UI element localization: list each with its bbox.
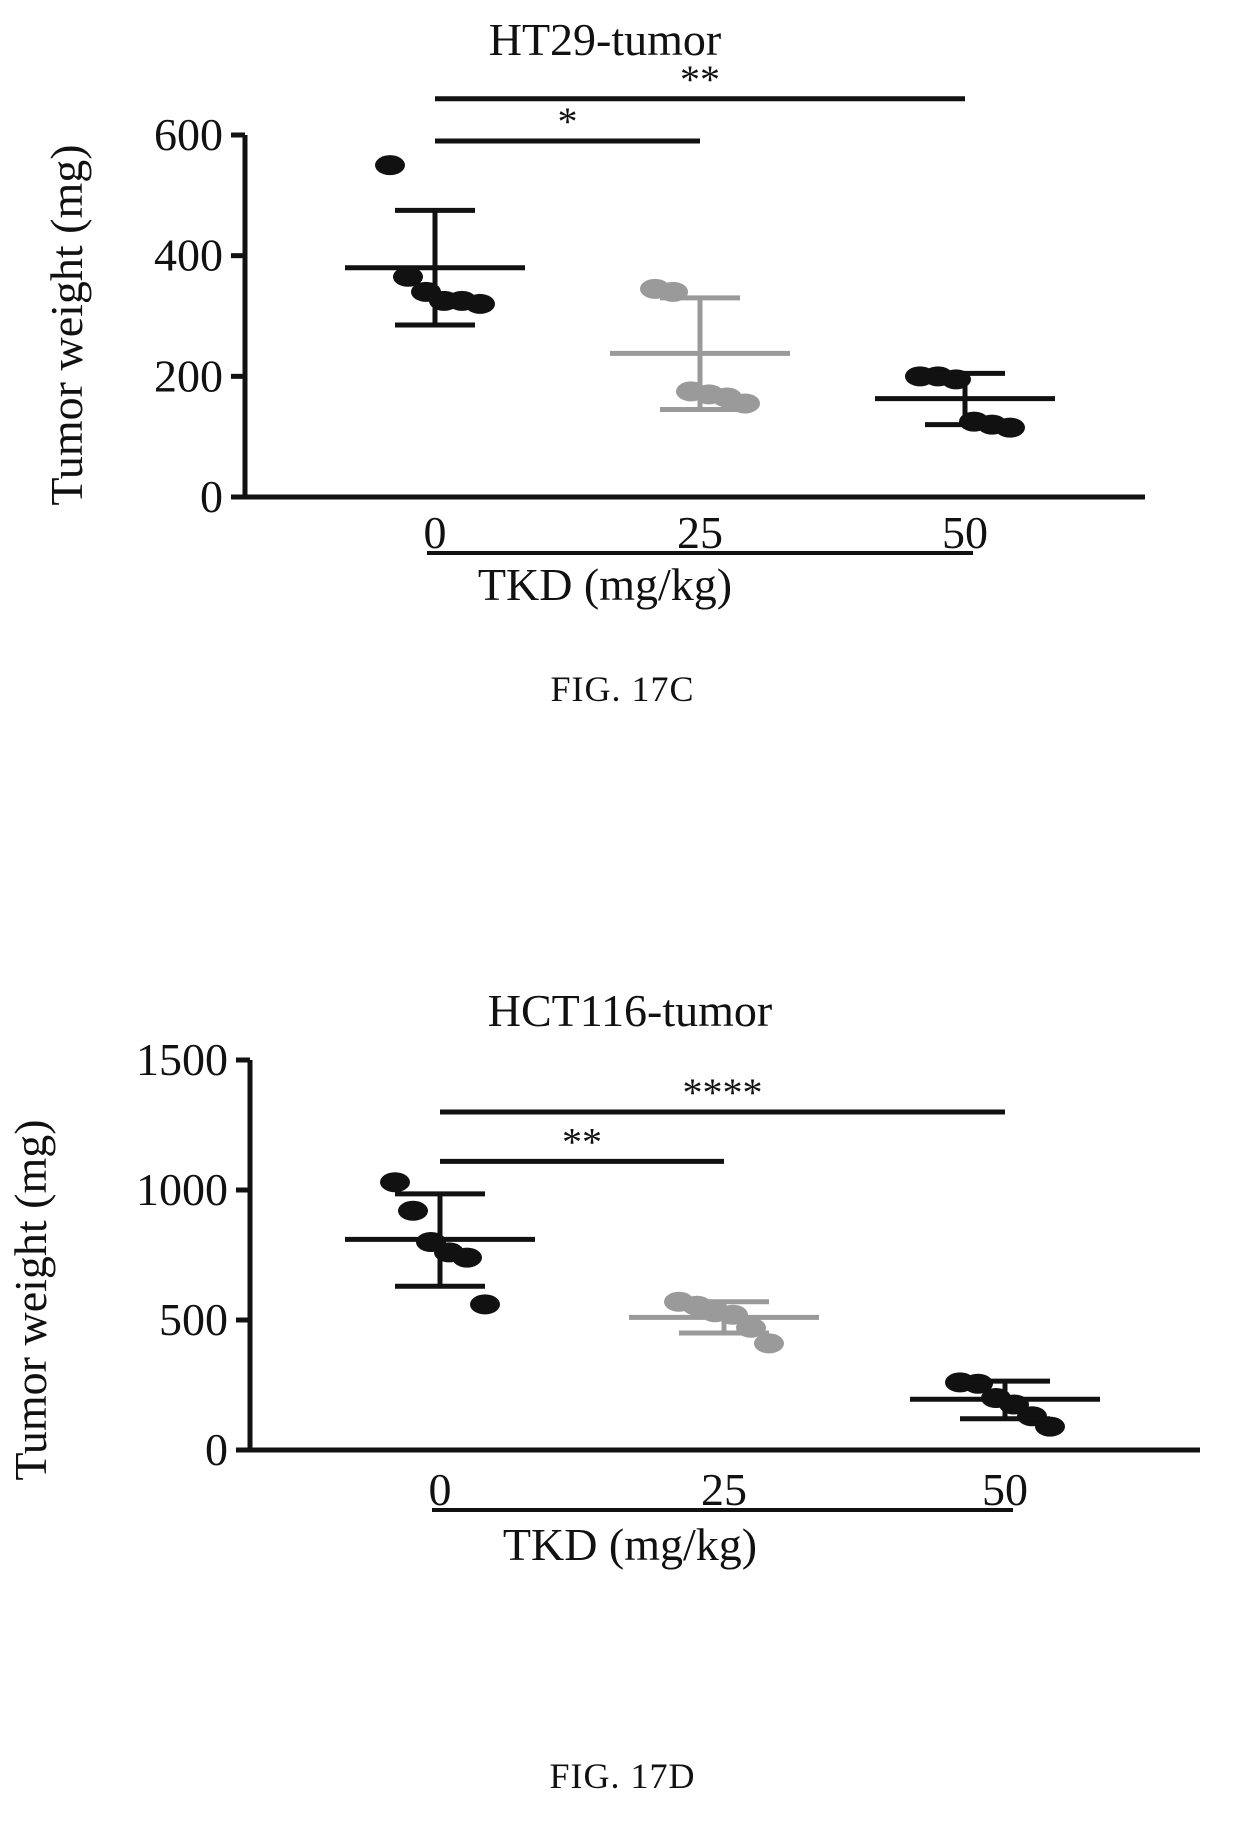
x-tick-label: 50 <box>942 507 988 558</box>
chart-ht29: HT29-tumor Tumor weight (mg) TKD (mg/kg)… <box>41 14 1145 610</box>
x-tick-label: 0 <box>424 507 447 558</box>
y-tick-label: 600 <box>154 109 223 160</box>
y-axis-label: Tumor weight (mg) <box>41 144 92 505</box>
y-tick-label: 200 <box>154 350 223 401</box>
y-tick-label: 0 <box>200 471 223 522</box>
y-tick-label: 1000 <box>136 1164 228 1215</box>
x-axis-label: TKD (mg/kg) <box>478 559 732 610</box>
x-tick-label: 25 <box>701 1464 747 1515</box>
figure-caption-d: FIG. 17D <box>549 1756 696 1796</box>
significance-label: * <box>558 99 578 144</box>
y-tick-label: 0 <box>205 1424 228 1475</box>
data-point <box>393 266 423 287</box>
data-point <box>452 1247 482 1268</box>
y-tick-label: 500 <box>159 1294 228 1345</box>
x-tick-label: 25 <box>677 507 723 558</box>
x-tick-label: 0 <box>429 1464 452 1515</box>
chart-title: HT29-tumor <box>489 14 722 65</box>
chart-hct116: HCT116-tumor Tumor weight (mg) TKD (mg/k… <box>5 985 1200 1570</box>
y-tick-label: 400 <box>154 230 223 281</box>
x-tick-label: 50 <box>982 1464 1028 1515</box>
data-point <box>1035 1416 1065 1437</box>
significance-label: **** <box>683 1070 763 1115</box>
data-point <box>465 293 495 314</box>
x-axis-label: TKD (mg/kg) <box>503 1519 757 1570</box>
data-point <box>380 1172 410 1193</box>
figure-caption-c: FIG. 17C <box>550 669 695 709</box>
data-point <box>470 1294 500 1315</box>
data-point <box>375 155 405 176</box>
significance-label: ** <box>680 57 720 102</box>
chart-title: HCT116-tumor <box>488 985 773 1036</box>
data-point <box>995 417 1025 438</box>
y-tick-label: 1500 <box>136 1034 228 1085</box>
data-point <box>398 1200 428 1221</box>
significance-label: ** <box>562 1119 602 1164</box>
data-point <box>754 1333 784 1354</box>
y-axis-label: Tumor weight (mg) <box>5 1119 56 1480</box>
